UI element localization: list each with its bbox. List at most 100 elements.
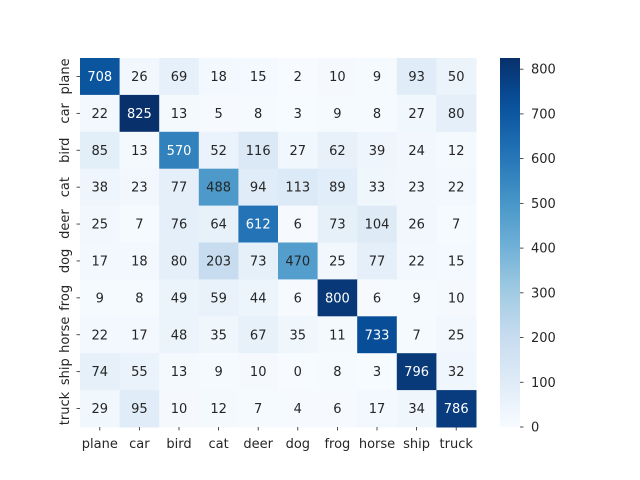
cell-value-9-7: 17 <box>369 402 386 417</box>
heatmap-cell-4-1 <box>119 205 160 243</box>
cell-value-1-5: 3 <box>294 107 302 122</box>
cell-value-3-3: 488 <box>206 181 231 196</box>
y-tick-label-ship: ship <box>58 358 73 385</box>
heatmap-cell-0-1 <box>119 58 160 96</box>
heatmap-cell-1-9 <box>436 94 477 133</box>
heatmap-cell-7-9 <box>436 316 477 354</box>
heatmap-cell-1-4 <box>238 94 279 133</box>
cell-value-0-2: 69 <box>171 70 188 85</box>
cell-value-5-8: 22 <box>408 254 425 269</box>
cell-value-1-7: 8 <box>373 107 381 122</box>
heatmap-cell-7-4 <box>238 316 279 354</box>
heatmap-cell-9-1 <box>119 390 160 428</box>
cell-value-8-4: 10 <box>250 365 267 380</box>
heatmap-cell-8-4 <box>238 353 279 391</box>
heatmap-cell-9-9 <box>436 390 477 428</box>
cell-value-2-1: 13 <box>131 144 148 159</box>
heatmap-cell-2-2 <box>159 131 200 170</box>
cell-value-6-4: 44 <box>250 291 267 306</box>
cell-value-4-8: 26 <box>408 218 425 233</box>
cell-value-9-0: 29 <box>92 402 109 417</box>
cell-value-4-5: 6 <box>294 218 302 233</box>
heatmap-cell-7-0 <box>80 316 121 354</box>
heatmap-cell-5-1 <box>119 242 160 280</box>
cell-value-8-3: 9 <box>214 365 222 380</box>
heatmap-cell-5-7 <box>357 242 398 280</box>
cell-value-6-8: 9 <box>412 291 420 306</box>
cell-value-6-2: 49 <box>171 291 188 306</box>
heatmap-cell-4-7 <box>357 205 398 243</box>
cell-value-3-5: 113 <box>285 181 310 196</box>
cell-value-0-0: 708 <box>87 70 112 85</box>
cell-value-9-8: 34 <box>408 402 425 417</box>
y-tick-label-deer: deer <box>58 209 73 239</box>
x-tick-label-ship: ship <box>403 437 430 452</box>
heatmap-cell-4-2 <box>159 205 200 243</box>
heatmap-cell-0-0 <box>80 58 121 96</box>
heatmap-cell-6-1 <box>119 279 160 317</box>
heatmap-cell-7-6 <box>317 316 358 354</box>
cell-value-3-9: 22 <box>448 181 465 196</box>
y-tick-label-dog: dog <box>58 249 73 273</box>
heatmap-cell-9-3 <box>198 390 239 428</box>
cell-value-9-4: 7 <box>254 402 262 417</box>
cell-value-2-8: 24 <box>408 144 425 159</box>
cell-value-0-4: 15 <box>250 70 267 85</box>
heatmap-cell-2-7 <box>357 131 398 170</box>
heatmap-cell-1-5 <box>278 94 319 133</box>
heatmap-cell-6-4 <box>238 279 279 317</box>
cell-value-0-9: 50 <box>448 70 465 85</box>
colorbar-tick-label-100: 100 <box>531 376 556 391</box>
heatmap-cell-4-3 <box>198 205 239 243</box>
cell-value-9-1: 95 <box>131 402 148 417</box>
cell-value-5-6: 25 <box>329 254 346 269</box>
cell-value-2-5: 27 <box>290 144 307 159</box>
heatmap-cell-6-9 <box>436 279 477 317</box>
heatmap-cell-1-0 <box>80 94 121 133</box>
cell-value-5-1: 18 <box>131 254 148 269</box>
y-tick-label-plane: plane <box>58 58 73 94</box>
heatmap-cell-7-2 <box>159 316 200 354</box>
cell-value-1-1: 825 <box>127 107 152 122</box>
heatmap-cell-5-0 <box>80 242 121 280</box>
heatmap-cell-3-9 <box>436 168 477 207</box>
y-axis-ticks: plane car bird cat deer dog frog horse ship truck <box>58 58 80 425</box>
colorbar-tick-label-800: 800 <box>531 63 556 78</box>
heatmap-cell-8-8 <box>396 353 437 391</box>
heatmap-cell-0-9 <box>436 58 477 96</box>
heatmap-cell-5-8 <box>396 242 437 280</box>
cell-value-6-5: 6 <box>294 291 302 306</box>
heatmap-cell-1-3 <box>198 94 239 133</box>
heatmap-cell-2-1 <box>119 131 160 170</box>
colorbar-tick-label-200: 200 <box>531 331 556 346</box>
heatmap-cell-3-7 <box>357 168 398 207</box>
heatmap-cell-5-9 <box>436 242 477 280</box>
cell-value-9-6: 6 <box>333 402 341 417</box>
cell-value-5-4: 73 <box>250 254 267 269</box>
x-tick-label-frog: frog <box>324 437 350 452</box>
heatmap-cell-6-5 <box>278 279 319 317</box>
colorbar-tick-label-400: 400 <box>531 242 556 257</box>
heatmap-cell-3-4 <box>238 168 279 207</box>
cell-value-8-9: 32 <box>448 365 465 380</box>
colorbar-tick-label-700: 700 <box>531 107 556 122</box>
x-tick-label-deer: deer <box>243 437 273 452</box>
cell-value-4-2: 76 <box>171 218 188 233</box>
heatmap-cell-4-0 <box>80 205 121 243</box>
x-tick-label-horse: horse <box>359 437 395 452</box>
cell-value-5-0: 17 <box>92 254 109 269</box>
cell-value-1-0: 22 <box>92 107 109 122</box>
heatmap-cell-7-7 <box>357 316 398 354</box>
heatmap-cell-4-4 <box>238 205 279 243</box>
heatmap-cell-8-0 <box>80 353 121 391</box>
cell-value-5-2: 80 <box>171 254 188 269</box>
heatmap-cell-5-6 <box>317 242 358 280</box>
heatmap-cell-4-8 <box>396 205 437 243</box>
heatmap-cell-2-3 <box>198 131 239 170</box>
colorbar: 0 100 200 300 400 500 600 700 800 <box>500 58 556 436</box>
heatmap-cell-0-3 <box>198 58 239 96</box>
heatmap-cell-4-5 <box>278 205 319 243</box>
heatmap-cell-8-9 <box>436 353 477 391</box>
heatmap-cell-8-1 <box>119 353 160 391</box>
